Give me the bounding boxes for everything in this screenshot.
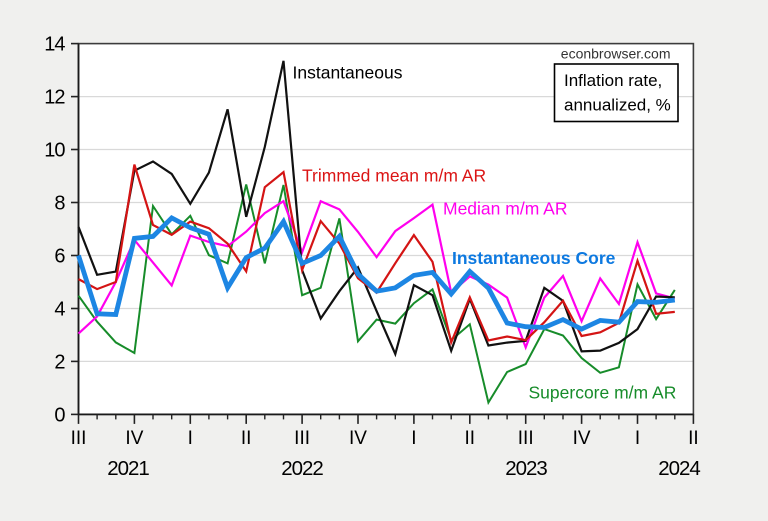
svg-text:III: III bbox=[71, 428, 87, 449]
svg-text:II: II bbox=[465, 428, 476, 449]
svg-text:econbrowser.com: econbrowser.com bbox=[561, 46, 671, 62]
svg-text:8: 8 bbox=[54, 193, 65, 215]
svg-text:Trimmed mean m/m AR: Trimmed mean m/m AR bbox=[302, 166, 486, 186]
svg-text:II: II bbox=[688, 428, 699, 449]
svg-text:4: 4 bbox=[54, 299, 65, 321]
svg-text:12: 12 bbox=[44, 87, 65, 109]
svg-text:IV: IV bbox=[125, 428, 143, 449]
svg-text:Instantaneous Core: Instantaneous Core bbox=[452, 248, 616, 268]
svg-text:III: III bbox=[518, 428, 534, 449]
svg-text:2021: 2021 bbox=[107, 457, 149, 480]
svg-text:I: I bbox=[188, 428, 193, 449]
svg-text:Median m/m AR: Median m/m AR bbox=[443, 199, 567, 219]
svg-text:0: 0 bbox=[54, 404, 65, 426]
svg-text:III: III bbox=[294, 428, 310, 449]
svg-text:Instantaneous: Instantaneous bbox=[293, 63, 403, 83]
svg-text:2022: 2022 bbox=[281, 457, 323, 480]
svg-text:II: II bbox=[241, 428, 252, 449]
svg-text:Inflation rate,: Inflation rate, bbox=[564, 71, 662, 90]
svg-text:I: I bbox=[635, 428, 640, 449]
svg-text:IV: IV bbox=[573, 428, 591, 449]
svg-text:2: 2 bbox=[54, 351, 65, 373]
svg-text:Supercore m/m AR: Supercore m/m AR bbox=[529, 383, 677, 403]
svg-text:IV: IV bbox=[349, 428, 367, 449]
svg-text:2024: 2024 bbox=[658, 457, 700, 480]
svg-text:2023: 2023 bbox=[505, 457, 547, 480]
svg-text:14: 14 bbox=[44, 34, 65, 56]
svg-text:I: I bbox=[411, 428, 416, 449]
svg-text:10: 10 bbox=[44, 140, 65, 162]
svg-text:annualized, %: annualized, % bbox=[564, 96, 671, 115]
svg-text:6: 6 bbox=[54, 246, 65, 268]
